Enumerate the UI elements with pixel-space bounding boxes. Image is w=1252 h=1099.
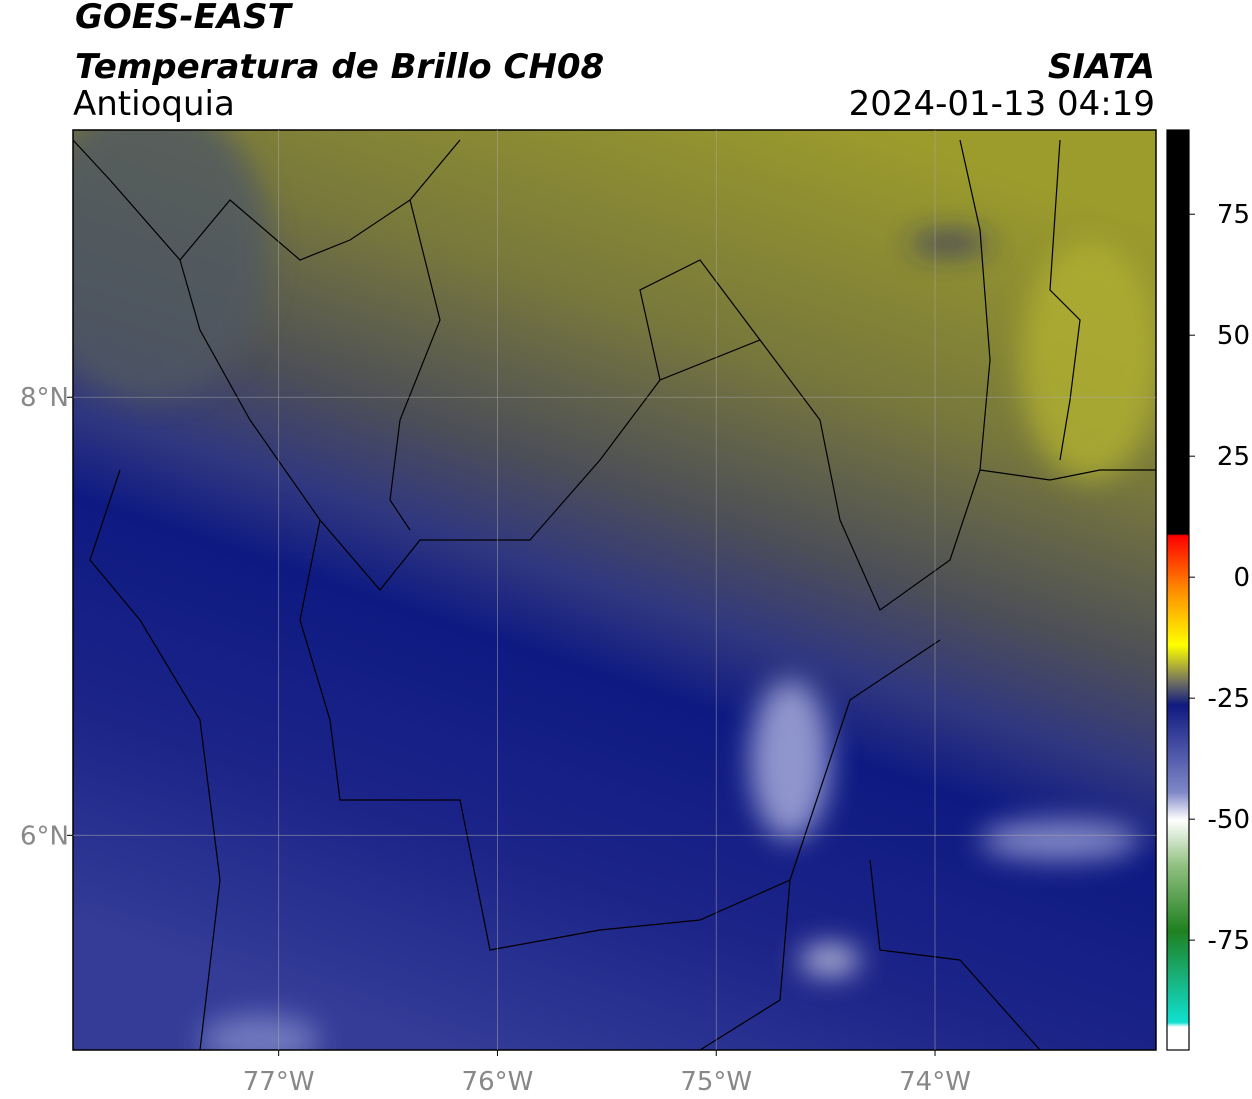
colorbar-tick-label: -75	[1208, 926, 1250, 956]
datetime: 2024-01-13 04:19	[849, 84, 1155, 124]
colorbar	[1166, 129, 1190, 1051]
x-tick-label: 77°W	[243, 1067, 315, 1097]
x-tick-label: 75°W	[680, 1067, 752, 1097]
colorbar-tick-label: 0	[1233, 563, 1250, 593]
y-tick-label: 6°N	[20, 821, 69, 851]
title: GOES-EAST	[75, 0, 294, 37]
colorbar-tick-label: 25	[1217, 442, 1250, 472]
colorbar-tick-label: 75	[1217, 200, 1250, 230]
map-image	[73, 130, 1156, 1050]
colorbar-tick-label: -25	[1208, 684, 1250, 714]
region: Antioquia	[73, 84, 235, 124]
map-frame	[72, 129, 1157, 1051]
source: SIATA	[1048, 47, 1155, 87]
x-tick-label: 74°W	[899, 1067, 971, 1097]
colorbar-tick-label: 50	[1217, 321, 1250, 351]
y-tick-label: 8°N	[20, 383, 69, 413]
colorbar-tick-label: -50	[1208, 805, 1250, 835]
x-tick-label: 76°W	[462, 1067, 534, 1097]
subtitle: Temperatura de Brillo CH08	[75, 47, 604, 87]
